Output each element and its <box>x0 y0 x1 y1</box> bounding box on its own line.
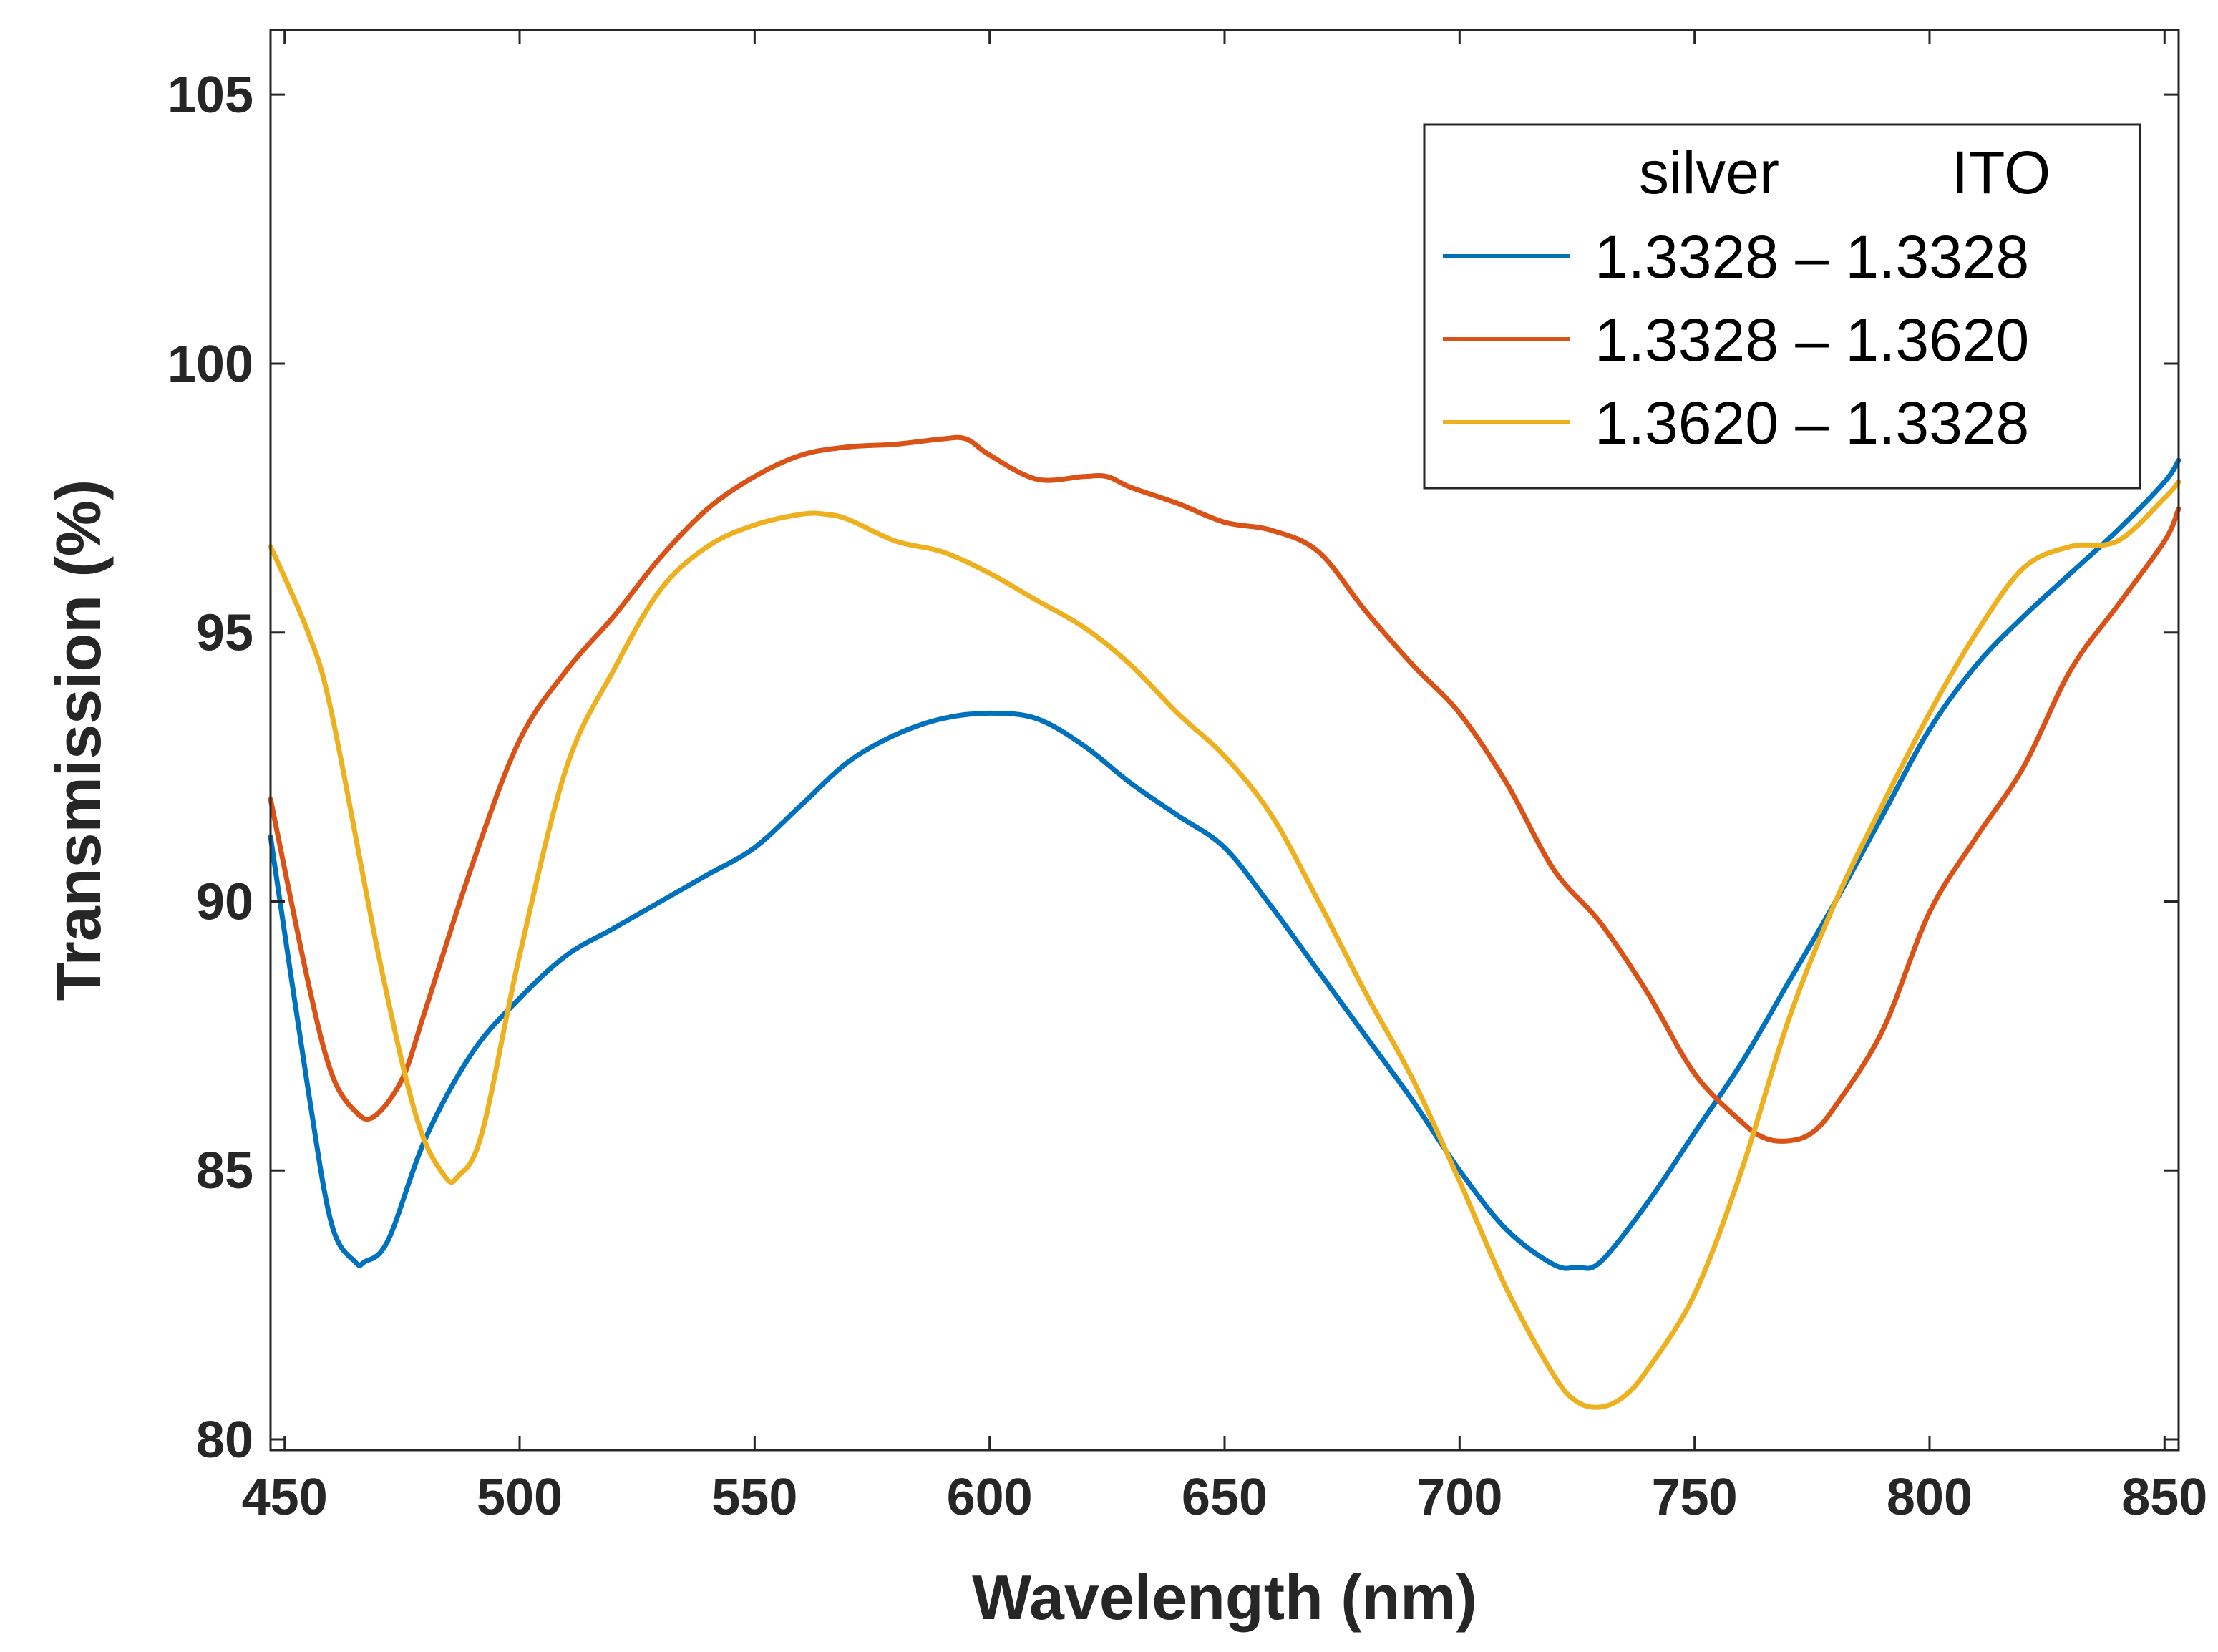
legend-header-silver: silver <box>1639 139 1779 206</box>
x-tick-label: 550 <box>711 1469 797 1526</box>
x-tick-label: 750 <box>1652 1469 1738 1526</box>
y-tick-label: 105 <box>167 67 253 124</box>
y-tick-label: 85 <box>196 1142 253 1200</box>
legend-header-ito: ITO <box>1952 139 2051 206</box>
legend-label-series-1: 1.3328 – 1.3328 <box>1595 223 2029 291</box>
legend-box <box>1423 123 2141 490</box>
x-tick-label: 600 <box>947 1469 1033 1526</box>
x-tick-label: 800 <box>1887 1469 1973 1526</box>
legend-label-series-2: 1.3328 – 1.3620 <box>1595 306 2029 374</box>
y-tick-label: 80 <box>196 1412 253 1469</box>
x-tick-label: 650 <box>1182 1469 1268 1526</box>
series-line-2 <box>268 434 2181 1144</box>
x-tick-label: 500 <box>477 1469 563 1526</box>
y-axis-label: Transmission (%) <box>43 480 114 1001</box>
ticks-layer: 450 500 550 600 650 700 750 800 850 80 85 90 95 100 10… <box>167 30 2207 1526</box>
x-tick-label: 700 <box>1416 1469 1502 1526</box>
x-tick-label: 850 <box>2121 1469 2207 1526</box>
y-tick-label: 95 <box>196 605 253 662</box>
y-tick-label: 100 <box>167 336 253 393</box>
legend-label-series-3: 1.3620 – 1.3328 <box>1595 389 2029 457</box>
x-tick-label: 450 <box>242 1469 328 1526</box>
series-line-3 <box>268 479 2181 1410</box>
y-tick-label: 90 <box>196 873 253 931</box>
x-axis-label: Wavelength (nm) <box>972 1562 1477 1633</box>
legend: silver ITO 1.3328 – 1.3328 1.3328 – 1.36… <box>1423 123 2141 490</box>
series-layer <box>268 434 2181 1410</box>
series-line-1 <box>268 457 2181 1271</box>
